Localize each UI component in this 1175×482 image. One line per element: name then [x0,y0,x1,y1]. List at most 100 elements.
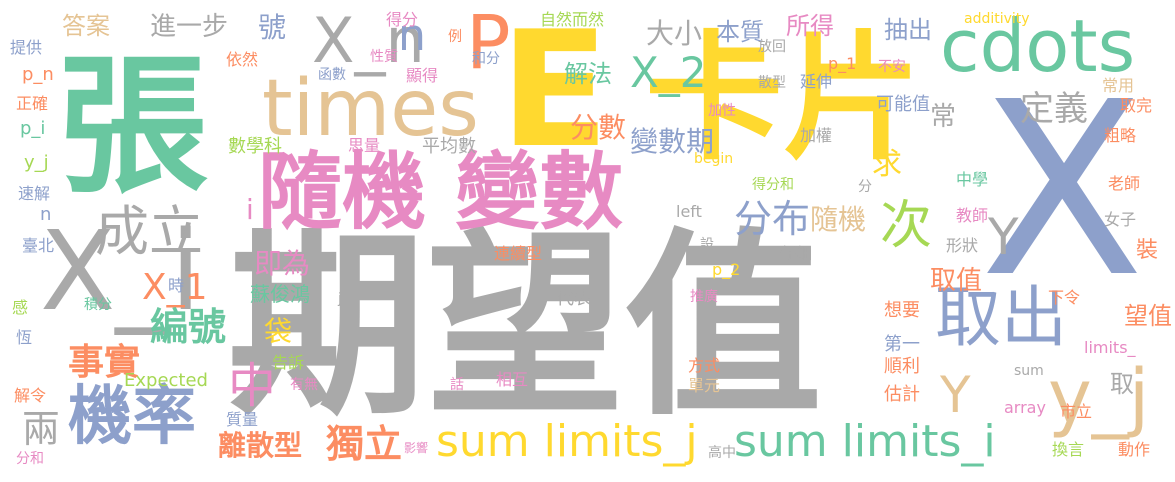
word-qiu: 求 [872,147,902,182]
word-p_i: p_i [20,118,46,139]
word-n-small: n [40,204,52,225]
word-huanyan: 換言 [1052,440,1085,459]
word-suiji-small: 隨機 [810,203,867,236]
word-times: times [262,64,479,154]
word-kapian: 卡片 [645,18,922,179]
word-chouchu: 抽出 [884,16,932,44]
word-fen: 分 [858,179,872,195]
word-yingxiang: 影響 [404,441,429,455]
word-jiaxing: 加性 [708,103,736,119]
word-shili: 市立 [1060,402,1093,421]
word-zhuang: 裝 [1136,238,1159,263]
word-limits_: limits_ [1084,338,1136,357]
word-danyuan: 單元 [688,376,721,395]
word-li: 例 [448,29,462,45]
word-y_j-small: y_j [24,152,49,173]
word-yiran: 依然 [226,50,259,69]
word-sujunhong: 蘇俊鴻 [250,282,310,306]
word-array: array [1004,398,1046,417]
word-zhengque: 正確 [16,94,49,113]
word-laoshi: 老師 [1108,174,1141,193]
word-tuiguang: 推廣 [690,289,718,305]
word-jiwei: 即為 [254,247,311,280]
word-youwu: 有無 [290,377,318,393]
word-jilv: 機率 [68,380,196,454]
word-buan: 不安 [878,59,906,75]
word-hanshu: 函數 [318,67,346,83]
word-y_j: y_j [1048,354,1150,440]
word-suiji-bianshu: 隨機 變數 [258,143,624,241]
word-begin: begin [694,151,734,167]
word-sum-small: sum [1014,363,1044,379]
word-dingyi: 定義 [1020,89,1088,129]
word-bianhao: 編號 [150,305,227,349]
word-suode: 所得 [786,12,834,40]
word-pingjunshu: 平均數 [422,136,476,157]
word-fanghui: 放回 [758,39,786,55]
word-qiwangzhi: 期望值 [228,211,822,442]
word-chengli: 成立 [95,200,203,263]
word-shuxueke: 數學科 [228,136,282,157]
word-hua: 話 [450,377,464,393]
word-zhiliang: 質量 [226,410,259,429]
word-jifen: 積分 [84,297,112,313]
word-fenhe: 分和 [16,451,44,467]
word-hao: 號 [258,11,287,44]
word-jiaoshi: 教師 [956,206,989,225]
word-heng: 恆 [16,328,33,347]
word-xianghu: 相互 [496,370,529,389]
word-j-small: j [338,291,342,307]
word-gaosu: 告訴 [272,353,305,372]
word-kenengzhi: 可能值 [876,94,930,115]
word-siliang: 思量 [348,136,381,155]
word-bianshuqi: 變數期 [630,125,715,158]
word-p_1: p_1 [828,54,857,73]
word-cdots: cdots [940,4,1136,88]
word-quwan: 取完 [1120,96,1153,115]
word-xialing: 下令 [1048,288,1081,307]
word-Y-bottom: Y [940,366,971,424]
word-lisanxing: 離散型 [218,429,303,462]
word-X_n: X_n [312,4,425,77]
word-shunli: 順利 [884,356,920,377]
word-dai: 袋 [264,315,293,348]
word-daibiao: 代表 [556,288,592,309]
word-zhang: 張 [58,40,209,214]
word-sanxing: 散型 [758,75,786,91]
word-duli: 獨立 [326,422,403,466]
word-wangzhi: 望值 [1124,302,1172,330]
word-dayu: 大小 [646,17,703,50]
word-ci: 次 [880,196,933,256]
word-xiangyao: 想要 [884,300,920,321]
word-Y-mid: Y [988,208,1019,266]
word-xingzhuang: 形狀 [946,236,979,255]
word-jiefa: 解法 [564,60,612,88]
word-nvzi: 女子 [1104,210,1137,229]
word-ziranerran: 自然而然 [540,10,605,29]
word-fenbu: 分布 [734,197,811,241]
word-daan: 答案 [62,12,110,40]
word-quzhi: 取值 [930,266,983,296]
word-guji: 估計 [884,384,920,405]
word-dongzuo: 動作 [1118,440,1151,459]
word-jieling: 解令 [14,386,47,405]
word-sujie: 速解 [18,184,51,203]
word-qu: 取 [1110,370,1134,398]
word-liang: 兩 [22,407,61,451]
word-taibei: 臺北 [22,236,55,255]
word-E: E [500,0,610,183]
word-i: i [246,193,254,226]
word-quchu: 取出 [935,279,1067,356]
word-sum-limits-j: sum limits_j [436,416,698,467]
word-additivity: additivity [964,11,1030,27]
word-left: left [676,202,702,221]
word-xingzhi: 性質 [370,49,398,65]
word-defen: 得分 [386,10,419,29]
word-jiaquan: 加權 [800,126,833,145]
word-zhong: 中 [228,358,277,414]
word-X_i: X_i [40,207,201,335]
word-xiande: 顯得 [406,66,439,85]
word-p_n: p_n [22,64,54,85]
word-yanshen: 延伸 [800,72,833,91]
